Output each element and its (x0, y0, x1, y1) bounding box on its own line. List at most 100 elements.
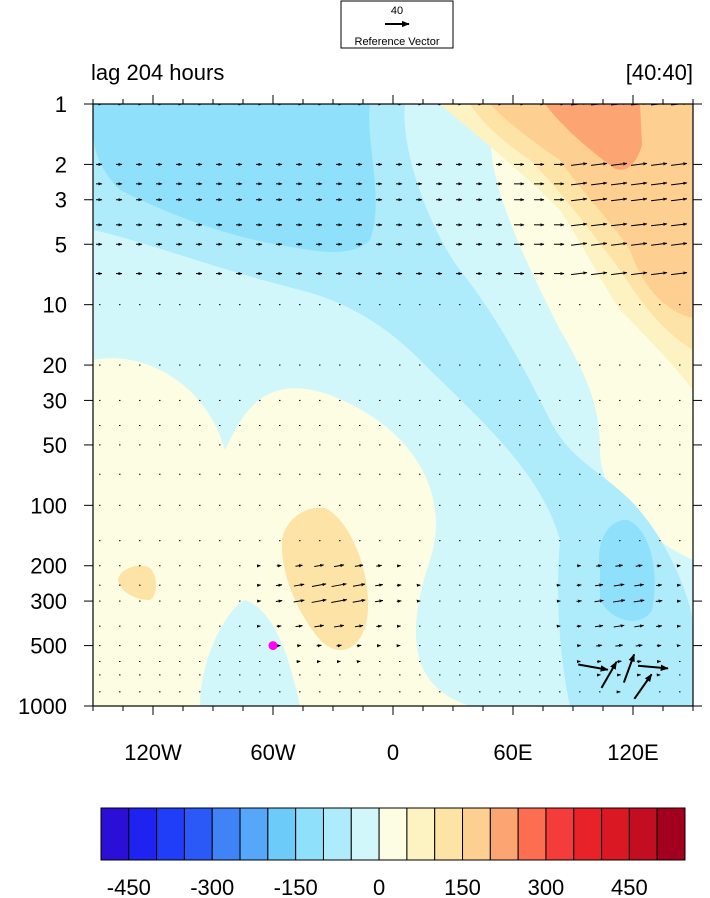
wind-vector (576, 599, 582, 603)
colorbar-tick-label: -450 (107, 875, 151, 898)
reference-vector-label: Reference Vector (355, 36, 440, 48)
wind-vector (590, 181, 608, 186)
wind-vector-strong (633, 673, 653, 700)
wind-vector-strong (578, 663, 609, 672)
colorbar-box (545, 807, 575, 861)
contour-pos4 (545, 104, 642, 170)
y-tick-label: 30 (43, 388, 67, 413)
wind-vector (570, 222, 588, 227)
y-tick-label: 500 (30, 634, 67, 659)
wind-vector (630, 222, 648, 227)
wind-vector (633, 599, 645, 603)
contour-field (93, 104, 693, 706)
wind-vector (610, 242, 628, 246)
wind-vector (594, 599, 604, 603)
wind-vector (570, 181, 588, 186)
y-tick-label: 3 (55, 188, 67, 213)
wind-vector (615, 644, 624, 648)
wind-vector (276, 564, 282, 568)
wind-vector (610, 271, 628, 276)
wind-vector (375, 583, 384, 587)
wind-vector (293, 599, 305, 603)
wind-vector (352, 599, 366, 603)
wind-vector (293, 583, 305, 587)
colorbar-box (100, 807, 130, 861)
wind-vector (650, 222, 668, 227)
wind-vector (610, 162, 628, 166)
wind-vector (316, 644, 322, 648)
reference-vector-box: 40 Reference Vector (340, 0, 454, 49)
wind-vector (311, 598, 327, 603)
colorbar-box (295, 807, 324, 861)
wind-vector (650, 162, 668, 166)
wind-vector (590, 162, 608, 166)
x-tick-label: 60E (493, 740, 532, 765)
wind-vector (650, 197, 668, 202)
wind-vector (613, 624, 625, 628)
colorbar-tick-label: -150 (274, 875, 318, 898)
colorbar-tick-label: 300 (528, 875, 565, 898)
colorbar-tick-label: 150 (444, 875, 481, 898)
wind-vector (670, 162, 688, 166)
y-tick-label: 10 (43, 293, 67, 318)
wind-vector (630, 181, 648, 186)
colorbar-box (239, 807, 269, 861)
reference-vector-value: 40 (391, 5, 403, 17)
wind-vector (331, 582, 347, 588)
wind-vector (655, 599, 663, 603)
wind-vector-strong (622, 653, 636, 683)
wind-vector (650, 242, 668, 246)
wind-vector (630, 104, 648, 106)
y-tick-label: 20 (43, 353, 67, 378)
colorbar-box (462, 807, 491, 861)
colorbar-box (128, 807, 158, 861)
x-tick-label: 60W (250, 740, 295, 765)
wind-vector (634, 583, 645, 587)
wind-vector (275, 599, 283, 603)
wind-vector (616, 660, 622, 664)
wind-vector (295, 564, 303, 568)
wind-vector (670, 222, 688, 227)
wind-vector (610, 197, 628, 202)
wind-vector (615, 564, 624, 568)
x-axis: 120W 60W 0 60E 120E (92, 95, 694, 765)
contour-neg3-lower (599, 519, 655, 621)
wind-vector (334, 624, 345, 628)
colorbar-box (601, 807, 630, 861)
contour-pos2-mid (281, 507, 369, 650)
wind-vector (331, 598, 348, 604)
y-tick-label: 5 (55, 232, 67, 257)
wind-vector (336, 644, 342, 648)
x-tick-label: 120E (607, 740, 658, 765)
wind-vector (314, 624, 325, 628)
wind-vector (275, 583, 283, 587)
wind-vector (610, 222, 628, 227)
wind-vector (594, 624, 604, 628)
wind-vectors (96, 104, 688, 700)
wind-vector (590, 242, 608, 246)
wind-vector (656, 624, 663, 628)
wind-vector (610, 104, 628, 106)
contour-pos2-small (118, 565, 156, 600)
wind-vector (570, 197, 588, 202)
colorbar-box (628, 807, 658, 861)
wind-vector (634, 624, 645, 628)
wind-vector (610, 181, 628, 186)
y-tick-label: 1 (55, 92, 67, 117)
wind-vector (650, 104, 668, 106)
colorbar-box (211, 807, 241, 861)
wind-vector (352, 583, 366, 587)
wind-vector (656, 583, 663, 587)
wind-vector (354, 564, 364, 568)
colorbar-box (434, 807, 464, 861)
wind-vector (374, 599, 384, 603)
title-right: [40:40] (626, 60, 693, 85)
y-tick-label: 300 (30, 589, 67, 614)
wind-vector (333, 563, 345, 568)
colorbar-tick-label: -300 (190, 875, 234, 898)
wind-vector (570, 271, 588, 276)
wind-vector (311, 582, 327, 587)
wind-vector (630, 242, 648, 246)
wind-vector (570, 162, 588, 166)
wind-vector (314, 563, 325, 568)
